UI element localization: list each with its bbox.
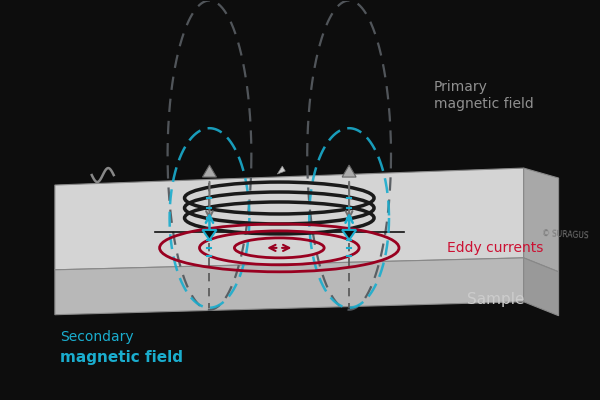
Polygon shape	[55, 168, 524, 270]
Polygon shape	[202, 230, 217, 240]
Text: Sample: Sample	[467, 292, 524, 307]
Polygon shape	[342, 230, 356, 240]
Polygon shape	[524, 258, 559, 316]
Text: Primary
magnetic field: Primary magnetic field	[434, 80, 533, 110]
Polygon shape	[55, 258, 524, 315]
Polygon shape	[202, 165, 217, 177]
Text: Secondary: Secondary	[60, 330, 133, 344]
Polygon shape	[342, 165, 356, 177]
Text: Eddy currents: Eddy currents	[447, 241, 543, 255]
Polygon shape	[524, 168, 559, 272]
Polygon shape	[277, 166, 285, 174]
Text: magnetic field: magnetic field	[60, 350, 183, 365]
Text: © SURAGUS: © SURAGUS	[542, 229, 589, 241]
